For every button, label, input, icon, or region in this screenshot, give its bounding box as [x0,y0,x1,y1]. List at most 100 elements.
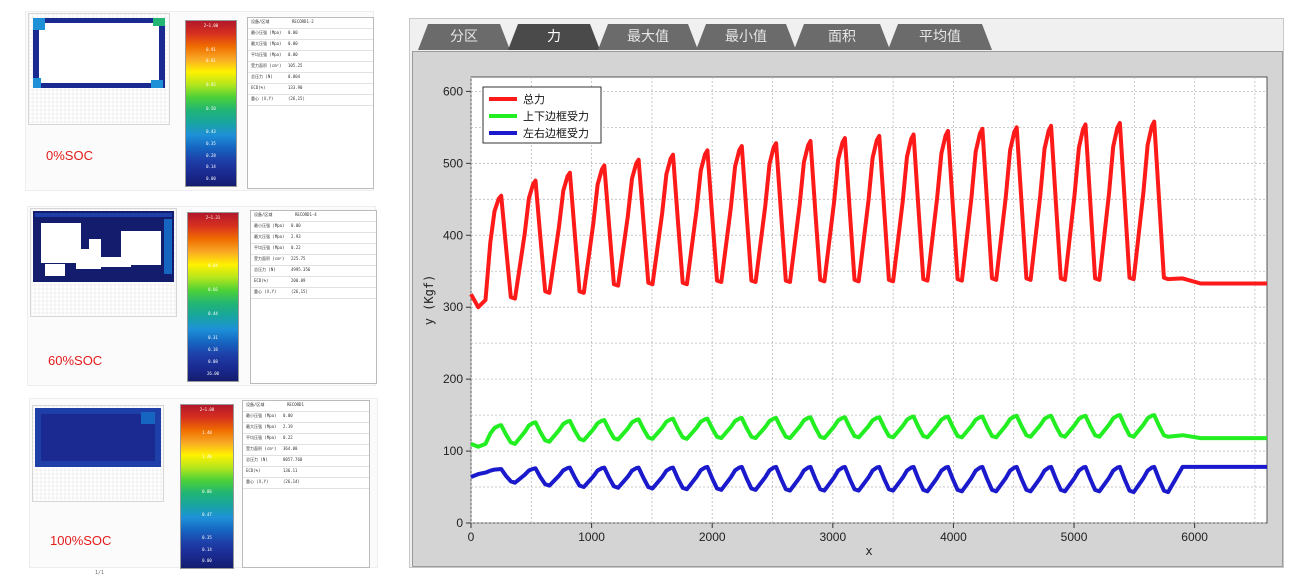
table-header: 设备/区域 RECORD1 [243,401,369,412]
pressure-heatmap [30,208,177,317]
stats-table: 设备/区域 RECORD1-4 最小压强 (Mpa) 0.00 最大压强 (Mpa) 2.… [250,210,377,384]
chart-window: 分区 力 最大值 最小值 面积 平均值 0 1000 2000 3000 4000 500… [409,18,1284,568]
colorbar: 2~1.00 1.40 1.40 0.86 0.47 0.35 0.14 0.00 [180,404,234,569]
row-value: 225.75 [291,256,306,261]
row-value: 0.00 [288,41,298,46]
colorbar-tick: 0.44 [208,311,218,316]
table-header: 设备/区域 RECORD1-4 [251,211,376,222]
row-key: 总压力 (N) [251,74,273,79]
table-header-label: 设备/区域 [254,212,273,217]
row-value: 2.93 [291,234,301,239]
table-row: 最小压强 (Mpa) 0.00 [248,29,373,40]
row-key: ECD(%) [251,85,266,90]
colorbar-tick: 0.28 [206,152,216,158]
x-tick-label: 3000 [819,530,846,544]
x-tick-label: 4000 [940,530,967,544]
row-value: 200.09 [291,278,306,283]
table-record-id: RECORD1-4 [295,212,317,217]
table-row: 重心 (X,Y) (26,15) [251,288,376,299]
table-row: 总压力 (N) 0.004 [248,73,373,84]
table-record-id: RECORD1-2 [292,19,314,24]
colorbar-tick: 0.91 [206,46,216,52]
tab-area[interactable]: 面积 [794,24,890,50]
colorbar-tick: 1.40 [202,430,212,436]
tab-max[interactable]: 最大值 [598,24,698,50]
colorbar-tick: 0.84 [208,263,218,268]
row-key: 最大压强 (Mpa) [254,234,285,239]
colorbar-tick: 0.66 [208,287,218,292]
y-tick-label: 500 [443,156,463,170]
colorbar-tick: 0.35 [206,140,216,146]
table-row: 最大压强 (Mpa) 0.00 [248,40,373,51]
y-tick-label: 100 [443,444,463,458]
table-row: 总压力 (N) 4995.356 [251,266,376,277]
soc-label: 60%SOC [48,353,103,368]
y-tick-label: 600 [443,84,463,98]
page-number: 1/1 [95,570,105,576]
colorbar-tick: 0.86 [202,488,212,494]
colorbar: 2~1.31 0.84 0.66 0.44 0.31 0.18 0.08 26.00 [187,212,239,382]
tab-min[interactable]: 最小值 [696,24,796,50]
colorbar-tick: 0.43 [206,129,216,135]
row-value: 0.004 [288,74,301,79]
row-value: (26,15) [288,96,305,101]
colorbar-tick: 0.35 [202,535,212,541]
row-key: 平均压强 (Mpa) [251,52,282,57]
colorbar-tick: 0.00 [202,558,212,564]
table-row: 重心 (X,Y) (26,15) [248,95,373,106]
colorbar-tick: 0.65 [206,81,216,87]
row-key: 重心 (X,Y) [251,96,274,101]
colorbar-tick: 0.31 [208,335,218,340]
table-row: 重心 (X,Y) (26,14) [243,478,369,489]
plot-frame: 0 1000 2000 3000 4000 5000 6000 0 100 200 300 400 50… [412,51,1283,567]
colorbar-tick: 0.00 [206,176,216,182]
series-line-3 [470,464,1267,495]
row-key: ECD(%) [246,468,261,473]
row-value: 0.22 [283,435,293,440]
row-value: 364.00 [283,446,298,451]
row-key: 受力面积 (cm²) [251,63,282,68]
row-value: 0.00 [291,223,301,228]
row-value: 4995.356 [291,267,311,272]
pressure-heatmap [28,13,170,125]
table-row: ECD(%) 200.09 [251,277,376,288]
colorbar-tick: 2~1.31 [205,215,221,220]
row-key: 最大压强 (Mpa) [251,41,282,46]
table-row: 受力面积 (cm²) 364.00 [243,445,369,456]
row-value: 2.19 [283,424,293,429]
stats-table: 设备/区域 RECORD1 最小压强 (Mpa) 0.00 最大压强 (Mpa) 2.19… [242,400,370,568]
table-row: ECD(%) 136.11 [243,467,369,478]
tab-zone[interactable]: 分区 [418,24,510,50]
row-key: 平均压强 (Mpa) [254,245,285,250]
tab-average[interactable]: 平均值 [888,24,992,50]
table-row: 受力面积 (cm²) 225.75 [251,255,376,266]
colorbar-tick: 0.14 [202,546,212,552]
tab-force[interactable]: 力 [508,24,600,50]
x-tick-label: 0 [468,530,475,544]
table-row: 平均压强 (Mpa) 0.22 [251,244,376,255]
y-tick-label: 200 [443,372,463,386]
row-value: 105.25 [288,63,303,68]
row-value: (26,14) [283,479,300,484]
y-tick-label: 0 [456,516,463,530]
colorbar-tick: 0.47 [202,511,212,517]
table-row: 总压力 (N) 8057.768 [243,456,369,467]
row-key: 最小压强 (Mpa) [254,223,285,228]
table-row: 最小压强 (Mpa) 0.00 [243,412,369,423]
soc-label: 100%SOC [50,533,112,548]
series-line-1 [469,119,1267,310]
table-row: 最大压强 (Mpa) 2.93 [251,233,376,244]
x-tick-label: 1000 [578,530,605,544]
colorbar-tick: 0.14 [206,164,216,170]
x-tick-label: 5000 [1061,530,1088,544]
colorbar-tick: 26.00 [206,371,220,376]
table-row: 平均压强 (Mpa) 0.00 [248,51,373,62]
row-value: (26,15) [291,289,308,294]
plot-area [470,76,1268,524]
colorbar-tick: 0.08 [208,359,218,364]
row-key: 总压力 (N) [254,267,276,272]
row-value: 0.00 [283,413,293,418]
table-record-id: RECORD1 [287,402,304,407]
y-tick-label: 400 [443,228,463,242]
row-key: 最小压强 (Mpa) [246,413,277,418]
